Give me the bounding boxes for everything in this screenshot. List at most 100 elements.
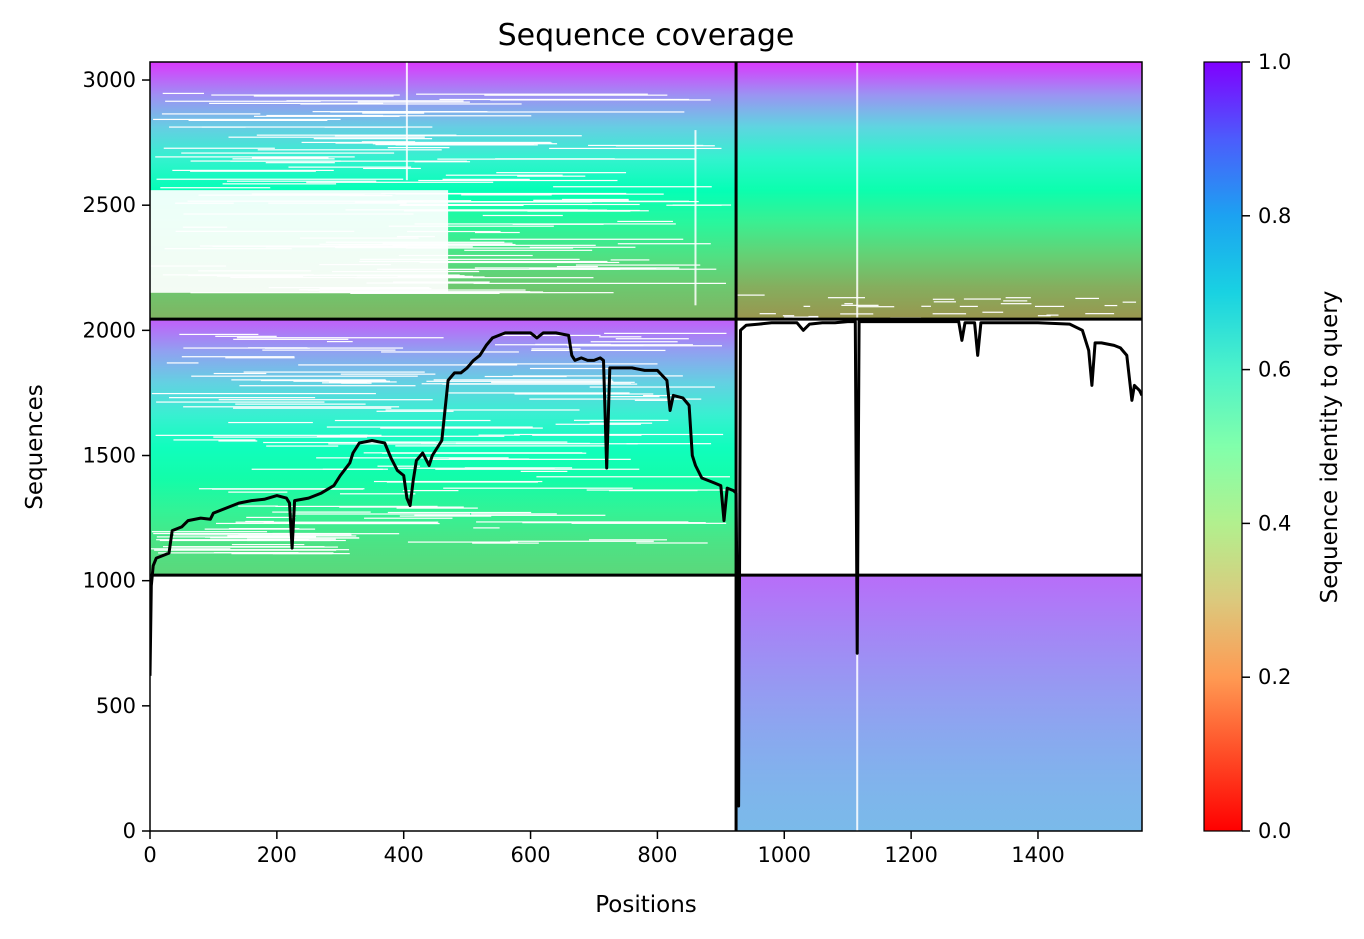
gap-streak <box>443 487 633 489</box>
gap-streak <box>266 445 339 447</box>
gap-streak <box>464 467 573 469</box>
gap-streak <box>414 514 606 516</box>
gap-streak <box>363 452 583 454</box>
gap-streak <box>963 298 1001 300</box>
gap-streak <box>286 100 464 102</box>
colorbar-label: Sequence identity to query <box>1317 291 1343 604</box>
gap-streak <box>586 489 733 491</box>
gap-streak <box>218 399 433 401</box>
colorbar-ticks: 0.0 0.2 0.4 0.6 0.8 1.0 <box>1242 50 1291 843</box>
gap-streak <box>442 178 530 180</box>
gap-streak <box>399 204 524 206</box>
gap-streak <box>256 134 457 136</box>
gap-streak <box>589 422 653 424</box>
colorbar: 0.0 0.2 0.4 0.6 0.8 1.0 Sequence identity to … <box>1203 50 1343 843</box>
gap-streak <box>529 367 633 370</box>
gap-streak <box>230 160 467 162</box>
gap-streak <box>476 521 689 523</box>
gap-streak <box>191 375 418 377</box>
gap-streak <box>387 511 532 514</box>
gap-streak <box>488 111 685 113</box>
gap-streak <box>359 258 580 260</box>
plot-area <box>149 61 1143 832</box>
gap-streak <box>533 199 629 201</box>
gap-streak <box>525 193 664 195</box>
gap-streak <box>228 136 425 138</box>
gap-streak <box>181 152 395 154</box>
gap-streak <box>188 119 328 121</box>
x-axis: 0 200 400 600 800 1000 1200 1400 <box>143 831 1065 867</box>
gap-streak <box>1075 297 1100 300</box>
gap-streak <box>328 381 397 383</box>
gap-streak <box>421 383 631 385</box>
gap-streak <box>272 511 371 513</box>
gap-streak <box>251 157 329 159</box>
gap-streak <box>272 532 351 535</box>
gap-streak <box>175 230 355 232</box>
gap-streak <box>375 441 568 443</box>
gap-streak <box>490 99 711 101</box>
gap-streak <box>535 343 611 346</box>
gap-streak <box>589 386 715 388</box>
gap-streak <box>182 226 228 228</box>
gap-streak <box>529 267 657 270</box>
gap-streak <box>168 397 316 399</box>
gap-streak <box>372 143 558 145</box>
gap-streak <box>599 336 642 338</box>
gap-streak <box>484 375 567 378</box>
gap-streak <box>183 406 400 408</box>
gap-streak <box>249 276 303 278</box>
gap-streak <box>316 457 509 459</box>
gap-streak <box>445 174 563 176</box>
gap-streak <box>510 540 654 542</box>
gap-streak <box>239 385 416 387</box>
gap-streak <box>482 214 563 217</box>
x-tick-label: 1200 <box>884 843 937 867</box>
gap-streak <box>529 398 702 400</box>
gap-streak <box>153 118 341 121</box>
gap-streak <box>426 380 614 382</box>
gap-streak <box>553 186 712 188</box>
gap-streak <box>1000 303 1032 305</box>
y-axis: 0 500 1000 1500 2000 2500 3000 <box>83 68 150 843</box>
chart-title: Sequence coverage <box>498 18 795 53</box>
gap-streak <box>617 220 673 223</box>
gap-streak <box>263 522 438 524</box>
gap-streak <box>319 291 531 293</box>
gap-streak <box>932 313 967 315</box>
gap-streak <box>803 305 811 307</box>
gap-streak <box>162 274 314 276</box>
gap-streak <box>419 261 620 264</box>
gap-streak <box>636 542 708 544</box>
gap-streak <box>435 468 640 470</box>
gap-streak <box>335 246 442 249</box>
gap-streak <box>514 433 724 436</box>
gap-streak <box>245 520 274 523</box>
gap-streak <box>427 458 631 460</box>
gap-streak <box>474 231 520 234</box>
gap-streak <box>276 115 532 117</box>
colorbar-bar <box>1203 61 1243 832</box>
gap-streak <box>228 527 300 530</box>
gap-streak <box>228 421 313 424</box>
gap-streak <box>228 491 288 493</box>
gap-streak <box>268 202 407 204</box>
y-tick-label: 2500 <box>83 193 136 217</box>
gap-streak <box>301 141 551 144</box>
gap-streak <box>275 505 438 508</box>
gap-streak <box>468 363 658 365</box>
gap-streak <box>213 436 368 438</box>
gap-streak <box>199 245 408 247</box>
gap-streak <box>626 443 712 445</box>
gap-streak <box>520 470 568 472</box>
y-tick-label: 2000 <box>83 318 136 342</box>
gap-streak <box>491 381 635 383</box>
gap-streak <box>441 276 485 278</box>
gap-streak <box>183 347 404 349</box>
gap-streak <box>634 399 673 401</box>
y-tick-label: 1500 <box>83 444 136 468</box>
gap-streak <box>393 281 490 283</box>
gap-streak <box>376 268 621 270</box>
gap-streak <box>339 493 416 495</box>
gap-streak <box>175 202 234 204</box>
